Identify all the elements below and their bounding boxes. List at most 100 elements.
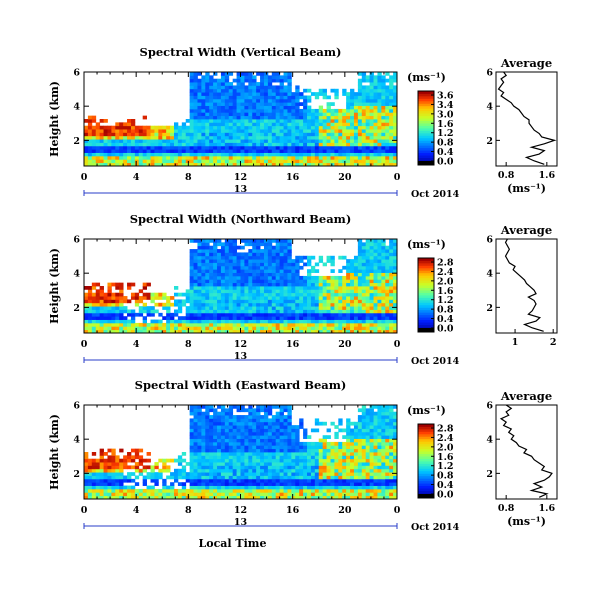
heatmap-cell bbox=[263, 428, 269, 433]
heatmap-cell bbox=[201, 465, 206, 470]
heatmap-cell bbox=[350, 265, 355, 270]
heatmap-cell bbox=[287, 252, 292, 257]
heatmap-cell bbox=[260, 119, 265, 123]
heatmap-cell bbox=[177, 472, 183, 476]
heatmap-cell bbox=[279, 282, 284, 287]
heatmap-cell bbox=[389, 139, 394, 143]
heatmap-cell bbox=[220, 458, 226, 463]
heatmap-cell bbox=[244, 438, 249, 443]
heatmap-cell bbox=[220, 152, 226, 157]
heatmap-cell bbox=[287, 272, 292, 277]
heatmap-cell bbox=[299, 289, 304, 294]
heatmap-cell bbox=[87, 139, 93, 143]
heatmap-cell bbox=[377, 255, 382, 260]
heatmap-cell bbox=[217, 125, 222, 130]
heatmap-cell bbox=[334, 132, 339, 137]
heatmap-cell bbox=[217, 92, 222, 96]
heatmap-cell bbox=[314, 152, 320, 157]
heatmap-cell bbox=[228, 472, 234, 476]
heatmap-cell bbox=[193, 78, 198, 83]
heatmap-cell bbox=[134, 495, 140, 500]
heatmap-cell bbox=[107, 319, 112, 324]
heatmap-cell bbox=[393, 282, 398, 287]
heatmap-cell bbox=[389, 259, 394, 263]
heatmap-cell bbox=[127, 478, 132, 483]
heatmap-cell bbox=[303, 152, 308, 157]
heatmap-cell bbox=[217, 108, 222, 113]
heatmap-cell bbox=[228, 299, 234, 304]
heatmap-cell bbox=[232, 488, 237, 493]
heatmap-cell bbox=[365, 105, 371, 110]
heatmap-cell bbox=[236, 135, 241, 140]
heatmap-cell bbox=[220, 495, 226, 500]
heatmap-cell bbox=[103, 299, 108, 304]
heatmap-cell bbox=[365, 472, 371, 476]
heatmap-cell bbox=[295, 492, 300, 497]
date-day-label: 13 bbox=[234, 184, 247, 195]
heatmap-cell bbox=[267, 105, 273, 110]
heatmap-cell bbox=[334, 441, 339, 446]
heatmap-cell bbox=[326, 455, 331, 460]
heatmap-cell bbox=[267, 88, 273, 93]
heatmap-cell bbox=[236, 455, 241, 460]
heatmap-cell bbox=[248, 329, 253, 334]
heatmap-cell bbox=[205, 485, 210, 490]
heatmap-cell bbox=[185, 152, 191, 157]
colorbar-swatch bbox=[418, 324, 434, 328]
heatmap-cell bbox=[95, 125, 101, 130]
heatmap-cell bbox=[150, 299, 155, 304]
heatmap-cell bbox=[166, 465, 171, 470]
heatmap-cell bbox=[318, 322, 324, 327]
heatmap-cell bbox=[252, 135, 257, 140]
heatmap-cell bbox=[346, 92, 351, 96]
heatmap-cell bbox=[197, 102, 202, 106]
heatmap-cell bbox=[256, 428, 261, 433]
heatmap-cell bbox=[350, 455, 355, 460]
heatmap-cell bbox=[307, 319, 312, 324]
heatmap-cell bbox=[185, 462, 191, 466]
heatmap-cell bbox=[287, 239, 292, 243]
heatmap-cell bbox=[357, 272, 363, 277]
heatmap-cell bbox=[263, 125, 269, 130]
heatmap-cell bbox=[342, 289, 347, 294]
heatmap-cell bbox=[99, 299, 104, 304]
heatmap-cell bbox=[291, 275, 296, 280]
heatmap-cell bbox=[240, 279, 245, 284]
heatmap-cell bbox=[217, 482, 222, 486]
heatmap-cell bbox=[365, 142, 371, 147]
heatmap-cell bbox=[318, 312, 324, 317]
heatmap-cell bbox=[252, 162, 257, 167]
heatmap-cell bbox=[275, 132, 281, 137]
heatmap-cell bbox=[295, 465, 300, 470]
heatmap-cell bbox=[342, 322, 347, 327]
heatmap-cell bbox=[142, 492, 147, 497]
heatmap-cell bbox=[279, 478, 284, 483]
heatmap-cell bbox=[220, 132, 226, 137]
heatmap-cell bbox=[193, 102, 198, 106]
heatmap-cell bbox=[248, 408, 253, 413]
heatmap-cell bbox=[357, 296, 363, 300]
heatmap-cell bbox=[197, 92, 202, 96]
heatmap-cell bbox=[389, 102, 394, 106]
heatmap-cell bbox=[217, 306, 222, 310]
heatmap-cell bbox=[84, 488, 89, 493]
heatmap-cell bbox=[373, 296, 378, 300]
heatmap-cell bbox=[350, 122, 355, 127]
heatmap-cell bbox=[146, 485, 151, 490]
heatmap-cell bbox=[201, 306, 206, 310]
heatmap-cell bbox=[385, 326, 390, 331]
heatmap-cell bbox=[201, 92, 206, 96]
heatmap-cell bbox=[209, 445, 214, 450]
colorbar-swatch bbox=[418, 312, 434, 316]
heatmap-cell bbox=[99, 119, 104, 123]
heatmap-cell bbox=[232, 292, 237, 297]
heatmap-cell bbox=[189, 129, 194, 133]
heatmap-cell bbox=[166, 468, 171, 473]
heatmap-cell bbox=[283, 299, 288, 304]
heatmap-cell bbox=[170, 485, 175, 490]
heatmap-cell bbox=[232, 159, 237, 164]
heatmap-cell bbox=[287, 468, 292, 473]
heatmap-cell bbox=[291, 299, 296, 304]
heatmap-cell bbox=[322, 482, 327, 486]
heatmap-cell bbox=[107, 492, 112, 497]
